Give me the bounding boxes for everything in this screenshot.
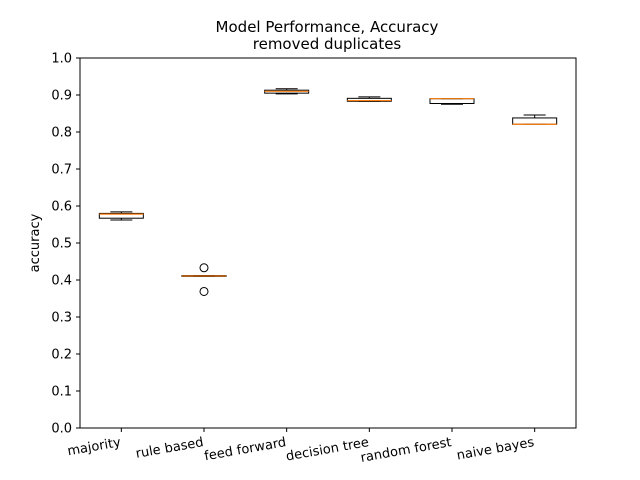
y-tick-label: 0.8 bbox=[51, 126, 72, 141]
x-tick-label: decision tree bbox=[285, 435, 370, 464]
y-axis: 0.0 0.1 0.2 0.3 0.4 0.5 0.6 0.7 0.8 0.9 1.0 bbox=[51, 52, 80, 437]
boxes bbox=[98, 88, 558, 296]
y-tick-label: 0.2 bbox=[51, 348, 72, 363]
x-tick-label: naive bayes bbox=[456, 435, 536, 463]
iqr-box bbox=[98, 212, 144, 219]
outlier-point bbox=[199, 286, 209, 296]
y-tick-label: 0.3 bbox=[51, 311, 72, 326]
y-tick-label: 0.7 bbox=[51, 163, 72, 178]
outlier-point bbox=[199, 263, 209, 273]
chart-subtitle: removed duplicates bbox=[253, 35, 402, 53]
box-rule-based bbox=[181, 263, 227, 296]
chart-title: Model Performance, Accuracy bbox=[216, 18, 439, 36]
x-tick-label: rule based bbox=[135, 435, 205, 462]
y-axis-label: accuracy bbox=[28, 213, 43, 272]
y-tick-label: 0.4 bbox=[51, 274, 72, 289]
y-tick-label: 0.1 bbox=[51, 385, 72, 400]
iqr-box bbox=[429, 98, 475, 105]
y-tick-label: 0.9 bbox=[51, 89, 72, 104]
iqr-box bbox=[346, 97, 392, 102]
y-tick-label: 0.6 bbox=[51, 200, 72, 215]
y-tick-label: 0.0 bbox=[51, 422, 72, 437]
y-tick-label: 0.5 bbox=[51, 237, 72, 252]
box-majority bbox=[98, 211, 144, 221]
x-tick-label: majority bbox=[66, 435, 122, 459]
plot-area bbox=[79, 57, 577, 429]
y-tick-label: 1.0 bbox=[51, 52, 72, 67]
iqr-box bbox=[512, 117, 558, 125]
box-naive-bayes bbox=[512, 114, 558, 125]
box-random-forest bbox=[429, 98, 475, 105]
box-feed-forward bbox=[264, 88, 310, 95]
x-tick-label: feed forward bbox=[203, 435, 287, 464]
box-decision-tree bbox=[346, 96, 392, 102]
x-tick-label: random forest bbox=[359, 435, 452, 466]
